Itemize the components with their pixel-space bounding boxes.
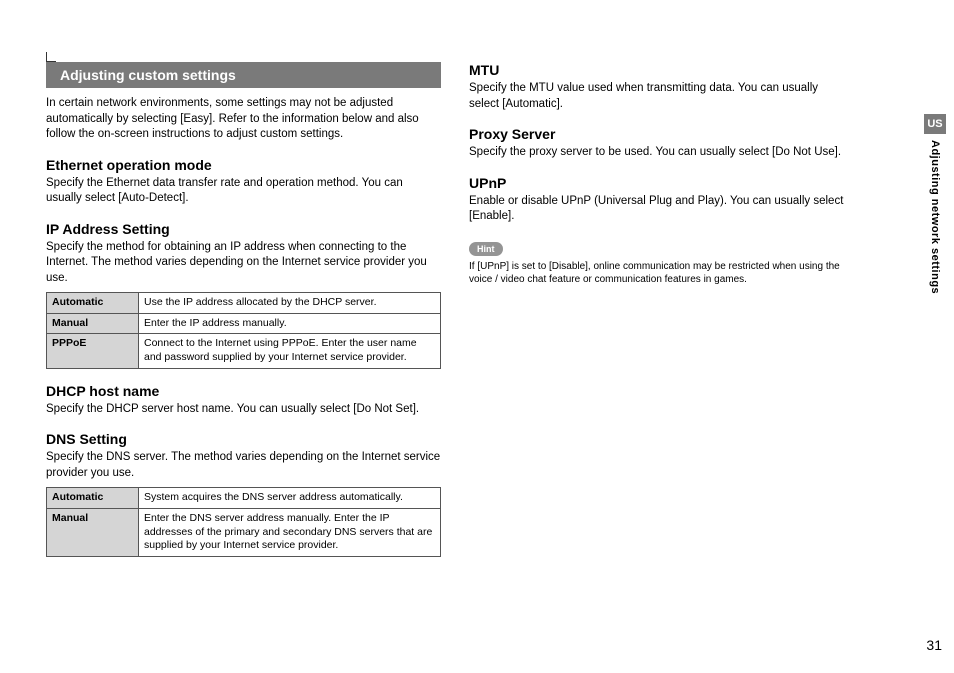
- ip-body: Specify the method for obtaining an IP a…: [46, 240, 441, 287]
- hint-body: If [UPnP] is set to [Disable], online co…: [469, 260, 849, 287]
- ethernet-heading: Ethernet operation mode: [46, 157, 441, 173]
- table-row: PPPoE Connect to the Internet using PPPo…: [47, 334, 441, 368]
- ip-table: Automatic Use the IP address allocated b…: [46, 292, 441, 369]
- crop-mark-v: [46, 52, 47, 62]
- section-header: Adjusting custom settings: [46, 62, 441, 88]
- left-column: Adjusting custom settings In certain net…: [46, 62, 441, 571]
- dns-body: Specify the DNS server. The method varie…: [46, 450, 441, 481]
- mtu-body: Specify the MTU value used when transmit…: [469, 81, 849, 112]
- table-row: Manual Enter the DNS server address manu…: [47, 508, 441, 556]
- page-number: 31: [926, 637, 942, 653]
- mtu-heading: MTU: [469, 62, 849, 78]
- dhcp-body: Specify the DHCP server host name. You c…: [46, 402, 441, 418]
- dns-row1-label: Manual: [47, 508, 139, 556]
- table-row: Manual Enter the IP address manually.: [47, 313, 441, 334]
- ip-row0-desc: Use the IP address allocated by the DHCP…: [139, 293, 441, 314]
- upnp-heading: UPnP: [469, 175, 849, 191]
- side-tab-title: Adjusting network settings: [929, 140, 941, 294]
- ip-row2-desc: Connect to the Internet using PPPoE. Ent…: [139, 334, 441, 368]
- ip-heading: IP Address Setting: [46, 221, 441, 237]
- table-row: Automatic Use the IP address allocated b…: [47, 293, 441, 314]
- dns-row0-desc: System acquires the DNS server address a…: [139, 488, 441, 509]
- proxy-heading: Proxy Server: [469, 126, 849, 142]
- ip-row0-label: Automatic: [47, 293, 139, 314]
- intro-text: In certain network environments, some se…: [46, 96, 441, 143]
- proxy-body: Specify the proxy server to be used. You…: [469, 145, 849, 161]
- side-tab: US Adjusting network settings: [924, 114, 946, 294]
- page-content: Adjusting custom settings In certain net…: [46, 62, 906, 642]
- dns-table: Automatic System acquires the DNS server…: [46, 487, 441, 557]
- region-badge: US: [924, 114, 946, 134]
- upnp-body: Enable or disable UPnP (Universal Plug a…: [469, 194, 849, 225]
- table-row: Automatic System acquires the DNS server…: [47, 488, 441, 509]
- dhcp-heading: DHCP host name: [46, 383, 441, 399]
- ip-row1-label: Manual: [47, 313, 139, 334]
- ethernet-body: Specify the Ethernet data transfer rate …: [46, 176, 441, 207]
- dns-heading: DNS Setting: [46, 431, 441, 447]
- hint-tag: Hint: [469, 242, 503, 256]
- ip-row2-label: PPPoE: [47, 334, 139, 368]
- dns-row1-desc: Enter the DNS server address manually. E…: [139, 508, 441, 556]
- right-column: MTU Specify the MTU value used when tran…: [469, 62, 849, 571]
- dns-row0-label: Automatic: [47, 488, 139, 509]
- ip-row1-desc: Enter the IP address manually.: [139, 313, 441, 334]
